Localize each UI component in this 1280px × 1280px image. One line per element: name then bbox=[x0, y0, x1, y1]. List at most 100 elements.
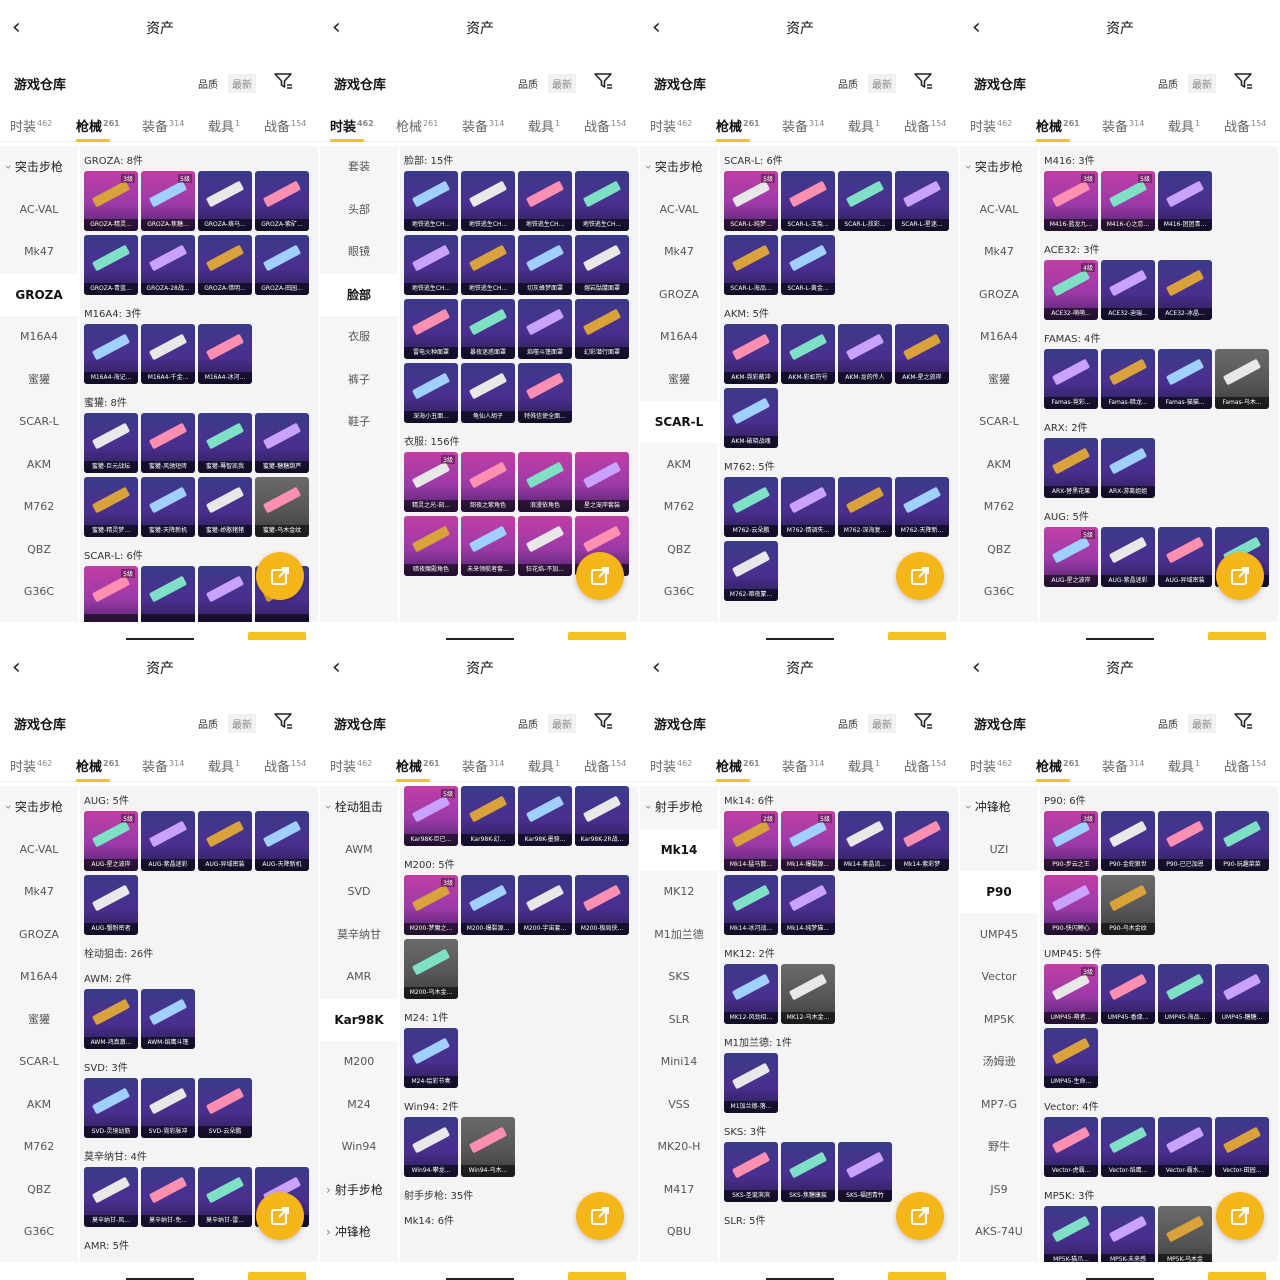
sidebar-group[interactable]: 射手步枪 bbox=[320, 1168, 398, 1211]
item-card[interactable]: 龟仙人胡子 bbox=[461, 363, 515, 423]
item-card[interactable]: 狂花焰-不加... bbox=[518, 516, 572, 576]
back-arrow-icon[interactable]: ‹ bbox=[652, 655, 661, 680]
tab-0[interactable]: 时装462 bbox=[330, 756, 372, 775]
item-card[interactable]: 蜜獾-巨元战坛 bbox=[84, 413, 138, 473]
tab-4[interactable]: 战备154 bbox=[1224, 756, 1266, 775]
item-card[interactable]: 4级 ACE32-萌萌... bbox=[1044, 260, 1098, 320]
sidebar-item[interactable]: M762 bbox=[663, 500, 695, 513]
filter-icon[interactable] bbox=[592, 70, 614, 92]
sort-quality-button[interactable]: 品质 bbox=[1158, 80, 1178, 91]
tab-2[interactable]: 装备314 bbox=[142, 116, 184, 135]
item-card[interactable]: SCAR-L-炫彩... bbox=[838, 171, 892, 231]
item-card[interactable]: UMP45-生命... bbox=[1044, 1028, 1098, 1088]
item-card[interactable]: M200-爆裂源... bbox=[461, 875, 515, 935]
item-card[interactable]: SKS-焦糖康宸 bbox=[781, 1142, 835, 1202]
item-card[interactable]: AKM-霓彩蔽冲 bbox=[724, 324, 778, 384]
item-card[interactable]: M200-极局侠... bbox=[575, 875, 629, 935]
item-list[interactable]: P90: 6件 3级 P90-步云之王 P90-金蛇狼世 P90-已已加恩 P90-玩趣菜… bbox=[1040, 786, 1278, 1262]
sidebar-item[interactable]: SVD bbox=[347, 885, 371, 898]
item-card[interactable]: AUG-天降新机 bbox=[255, 811, 309, 871]
tab-3[interactable]: 载具1 bbox=[208, 756, 240, 775]
share-button[interactable] bbox=[256, 552, 304, 600]
back-arrow-icon[interactable]: ‹ bbox=[12, 15, 21, 40]
item-list[interactable]: 脸部: 15件 地铁逃生CH... 地铁逃生CH... 地铁逃生CH... 地铁逃生CH… bbox=[400, 146, 638, 622]
sidebar-item[interactable]: QBZ bbox=[987, 542, 1011, 556]
sidebar-group[interactable]: 冲锋枪 bbox=[320, 1211, 398, 1253]
sidebar-item[interactable]: MP5K bbox=[983, 1012, 1015, 1026]
sidebar-item[interactable]: SCAR-L bbox=[979, 415, 1019, 428]
filter-icon[interactable] bbox=[1232, 70, 1254, 92]
sidebar-item[interactable]: AMR bbox=[346, 970, 372, 983]
sidebar-item[interactable]: AKM bbox=[26, 457, 52, 471]
item-card[interactable]: AKM-彩虹符号 bbox=[781, 324, 835, 384]
item-card[interactable]: GROZA-28战... bbox=[141, 235, 195, 295]
sidebar-item[interactable]: 莫辛纳甘 bbox=[337, 927, 381, 941]
sidebar-item[interactable]: Kar98K bbox=[320, 998, 398, 1041]
item-card[interactable]: SVD-灵境幼筋 bbox=[84, 1078, 138, 1138]
tab-4[interactable]: 战备154 bbox=[1224, 116, 1266, 135]
filter-icon[interactable] bbox=[912, 70, 934, 92]
item-card[interactable]: ARX-替黑花果 bbox=[1044, 438, 1098, 498]
sidebar-item[interactable]: MP7-G bbox=[980, 1097, 1018, 1111]
item-card[interactable]: Famas-霓彩... bbox=[1044, 349, 1098, 409]
item-card[interactable]: UMP45-香缘... bbox=[1101, 964, 1155, 1024]
sort-latest-button[interactable]: 最新 bbox=[548, 714, 576, 733]
sort-latest-button[interactable]: 最新 bbox=[868, 74, 896, 93]
item-card[interactable]: 切灰蜂梦面罩 bbox=[518, 235, 572, 295]
sidebar-item[interactable]: 脸部 bbox=[320, 273, 398, 316]
sort-latest-button[interactable]: 最新 bbox=[1188, 74, 1216, 93]
sidebar-item[interactable]: GROZA bbox=[659, 287, 699, 301]
sidebar-item[interactable]: 蜜獾 bbox=[28, 372, 50, 386]
bottom-action-tab[interactable] bbox=[568, 1272, 626, 1280]
sidebar-item[interactable]: Mk47 bbox=[664, 245, 694, 258]
sidebar-item[interactable]: G36C bbox=[663, 585, 695, 598]
sidebar-item[interactable]: GROZA bbox=[19, 927, 59, 941]
item-card[interactable]: Mk14-纯梦猫... bbox=[781, 875, 835, 935]
sort-quality-button[interactable]: 品质 bbox=[838, 80, 858, 91]
item-card[interactable]: GROZA-惜明... bbox=[198, 235, 252, 295]
share-button[interactable] bbox=[1216, 552, 1264, 600]
sort-latest-button[interactable]: 最新 bbox=[1188, 714, 1216, 733]
item-card[interactable]: 浪漫依角色 bbox=[518, 452, 572, 512]
item-list[interactable]: GROZA: 8件 3级 GROZA-精灵... 5级 GROZA-焦糖... GROZA… bbox=[80, 146, 318, 622]
sidebar-item[interactable]: 头部 bbox=[348, 202, 370, 216]
back-arrow-icon[interactable]: ‹ bbox=[332, 15, 341, 40]
bottom-action-tab[interactable] bbox=[248, 1272, 306, 1280]
item-card[interactable]: AWM-鸿真澈... bbox=[84, 989, 138, 1049]
item-card[interactable]: M762-情调失... bbox=[781, 477, 835, 537]
tab-1[interactable]: 枪械261 bbox=[396, 116, 438, 135]
sidebar-item[interactable]: 眼镜 bbox=[348, 245, 370, 258]
item-card[interactable]: Kar98K-幻... bbox=[461, 786, 515, 846]
sidebar-item[interactable]: Mk14 bbox=[640, 828, 718, 871]
item-card[interactable]: SKS-福团青竹 bbox=[838, 1142, 892, 1202]
item-card[interactable]: SCAR-L-星迷... bbox=[895, 171, 949, 231]
tab-1[interactable]: 枪械261 bbox=[1036, 756, 1080, 782]
item-card[interactable]: 未来领航者套... bbox=[461, 516, 515, 576]
tab-3[interactable]: 载具1 bbox=[528, 756, 560, 775]
item-card[interactable]: Vector-霸水... bbox=[1158, 1117, 1212, 1177]
tab-3[interactable]: 载具1 bbox=[208, 116, 240, 135]
item-card[interactable]: P90-玩趣菜菜 bbox=[1215, 811, 1269, 871]
item-card[interactable]: Vector-焰鹰... bbox=[1101, 1117, 1155, 1177]
item-card[interactable]: 蜜獾-蓦智凯我 bbox=[198, 413, 252, 473]
sidebar-item[interactable]: VSS bbox=[668, 1097, 690, 1111]
sidebar-item[interactable]: AKS-74U bbox=[975, 1225, 1023, 1238]
sort-quality-button[interactable]: 品质 bbox=[198, 80, 218, 91]
item-card[interactable]: 5级 SCAR-L-纯梦... bbox=[724, 171, 778, 231]
item-card[interactable]: UMP45-糖糖... bbox=[1215, 964, 1269, 1024]
item-card[interactable]: Kar98K-2R战... bbox=[575, 786, 629, 846]
back-arrow-icon[interactable]: ‹ bbox=[652, 15, 661, 40]
sidebar-item[interactable]: JS9 bbox=[990, 1182, 1008, 1196]
sidebar-item[interactable]: G36C bbox=[983, 585, 1015, 598]
item-card[interactable]: 莫辛纳甘-免... bbox=[141, 1167, 195, 1227]
share-button[interactable] bbox=[896, 552, 944, 600]
sidebar-group[interactable]: 冲锋枪 bbox=[960, 786, 1038, 828]
item-card[interactable]: AUG-紫晶迷彩 bbox=[141, 811, 195, 871]
sidebar-item[interactable]: M762 bbox=[983, 500, 1015, 513]
item-card[interactable]: 3级 P90-步云之王 bbox=[1044, 811, 1098, 871]
sidebar-item[interactable]: Mk47 bbox=[24, 885, 54, 898]
item-card[interactable]: P90-已已加恩 bbox=[1158, 811, 1212, 871]
sidebar-item[interactable]: P90 bbox=[960, 871, 1038, 913]
sidebar-item[interactable]: Mini14 bbox=[660, 1055, 698, 1068]
filter-icon[interactable] bbox=[1232, 710, 1254, 732]
